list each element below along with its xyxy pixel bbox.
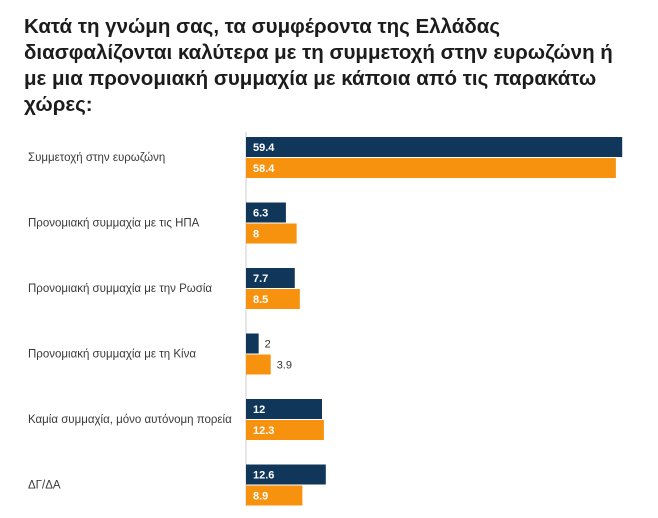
bar-series-2 [246, 485, 303, 506]
data-label: 12.3 [253, 425, 274, 437]
data-label: 12 [253, 404, 265, 416]
bar-series-2 [246, 354, 271, 375]
data-label: 59.4 [253, 142, 275, 154]
bar-series-1 [246, 268, 295, 288]
category-label: Συμμετοχή στην ευρωζώνη [28, 152, 165, 164]
bar-series-1 [246, 137, 623, 157]
bar-series-1 [246, 399, 322, 419]
bar-series-2 [246, 223, 297, 244]
bar-series-2 [246, 158, 616, 178]
category-label: Προνομιακή συμμαχία με την Ρωσία [28, 283, 212, 295]
category-label: Καμία συμμαχία, μόνο αυτόνομη πορεία [28, 414, 232, 426]
category-label: ΔΓ/ΔΑ [28, 480, 61, 492]
data-label: 58.4 [253, 163, 275, 175]
data-label: 6.3 [253, 208, 268, 220]
bar-series-1 [246, 202, 286, 223]
chart-title: Κατά τη γνώμη σας, τα συμφέροντα της Ελλ… [24, 15, 613, 116]
data-label: 3.9 [277, 360, 292, 372]
bar-series-2 [246, 289, 300, 309]
data-label: 7.7 [253, 273, 268, 285]
data-label: 12.6 [253, 470, 274, 482]
data-label: 8.9 [253, 491, 268, 503]
data-label: 2 [265, 339, 271, 351]
data-label: 8.5 [253, 294, 268, 306]
data-label: 8 [253, 229, 259, 241]
category-label: Προνομιακή συμμαχία με τη Κίνα [28, 349, 196, 361]
category-label: Προνομιακή συμμαχία με τις ΗΠΑ [28, 218, 200, 230]
bar-series-2 [246, 420, 324, 440]
bar-series-1 [246, 333, 259, 354]
bar-series-1 [246, 464, 326, 485]
bars-layer: Συμμετοχή στην ευρωζώνη 59.4 58.4 Προνομιακ… [28, 137, 623, 506]
